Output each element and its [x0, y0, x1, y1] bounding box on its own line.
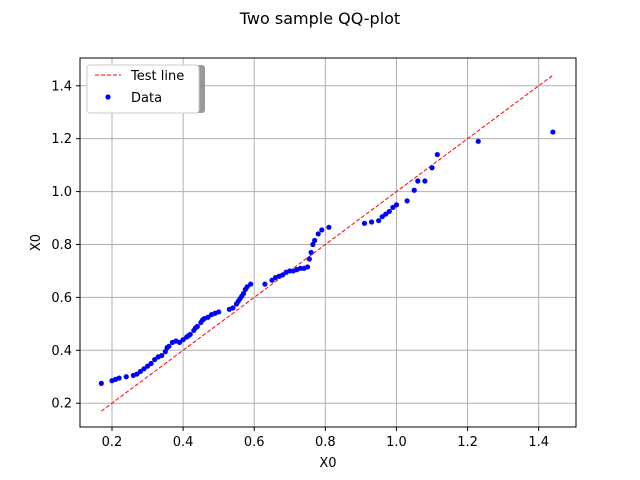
data-point — [393, 202, 400, 208]
data-point — [244, 284, 250, 290]
data-point — [379, 214, 385, 220]
x-tick-label: 1.2 — [457, 435, 478, 450]
data-point — [297, 265, 304, 271]
data-point — [162, 349, 168, 355]
data-point — [475, 138, 481, 144]
x-tick-label: 0.6 — [244, 435, 265, 450]
data-point — [116, 375, 122, 381]
data-point — [386, 208, 392, 215]
data-point — [326, 224, 332, 230]
chart-title: Two sample QQ-plot — [239, 9, 400, 28]
legend-data-swatch — [105, 94, 111, 100]
data-point — [287, 268, 293, 274]
data-point — [187, 331, 193, 338]
y-tick-label: 0.6 — [51, 291, 72, 306]
data-point — [315, 231, 321, 237]
data-point — [194, 323, 200, 330]
x-tick-label: 0.4 — [173, 435, 194, 450]
y-tick-label: 1.0 — [51, 185, 72, 200]
data-point — [308, 249, 314, 256]
data-point — [137, 368, 144, 375]
data-point — [240, 290, 247, 297]
data-point — [152, 356, 158, 363]
y-tick-label: 0.8 — [51, 238, 72, 253]
data-point — [98, 380, 104, 386]
data-point — [312, 237, 318, 244]
data-point — [390, 204, 396, 211]
data-point — [304, 264, 311, 270]
data-point — [123, 374, 129, 380]
data-point — [176, 339, 183, 345]
data-point — [361, 220, 368, 226]
data-point — [148, 360, 154, 367]
y-tick-label: 1.2 — [51, 132, 72, 147]
legend-box — [86, 64, 200, 114]
data-point — [415, 178, 421, 184]
y-axis-ticks: 0.2 0.4 0.6 0.8 1.0 1.2 1.4 — [51, 79, 80, 412]
data-point — [429, 165, 435, 171]
x-axis-ticks: 0.2 0.4 0.6 0.8 1.0 1.2 1.4 — [102, 427, 549, 450]
data-point — [383, 211, 389, 217]
data-point — [434, 151, 440, 158]
data-point — [134, 371, 140, 377]
data-point — [230, 305, 236, 311]
data-point — [319, 227, 325, 233]
data-point — [269, 277, 275, 283]
data-points-layer — [98, 129, 556, 386]
data-point — [262, 281, 268, 287]
y-tick-label: 0.2 — [51, 397, 72, 412]
data-point — [550, 129, 556, 135]
test-line-layer — [101, 74, 554, 412]
data-point — [205, 314, 211, 320]
data-point — [422, 178, 428, 184]
legend: Test line Data — [86, 64, 205, 114]
data-point — [310, 241, 316, 248]
plot-frame — [79, 57, 577, 428]
legend-test-line-label: Test line — [130, 69, 184, 84]
data-point — [144, 363, 151, 369]
data-point — [216, 309, 222, 315]
y-tick-label: 1.4 — [51, 79, 72, 94]
data-point — [248, 281, 254, 287]
data-point — [376, 218, 382, 224]
data-point — [141, 366, 147, 372]
legend-data-label: Data — [131, 91, 162, 106]
data-point — [159, 352, 165, 359]
x-tick-label: 1.0 — [386, 435, 407, 450]
data-point — [411, 187, 417, 193]
data-point — [180, 337, 186, 343]
y-axis-label: X0 — [29, 234, 44, 251]
data-point — [404, 198, 410, 204]
data-point — [306, 256, 312, 262]
test-line — [101, 74, 554, 412]
x-tick-label: 1.4 — [528, 435, 549, 450]
x-tick-label: 0.8 — [315, 435, 336, 450]
y-tick-label: 0.4 — [51, 344, 72, 359]
data-point — [166, 343, 172, 349]
data-point — [280, 272, 286, 278]
x-axis-label: X0 — [319, 456, 336, 471]
grid-lines — [80, 58, 576, 427]
x-tick-label: 0.2 — [102, 435, 123, 450]
data-point — [368, 219, 375, 225]
